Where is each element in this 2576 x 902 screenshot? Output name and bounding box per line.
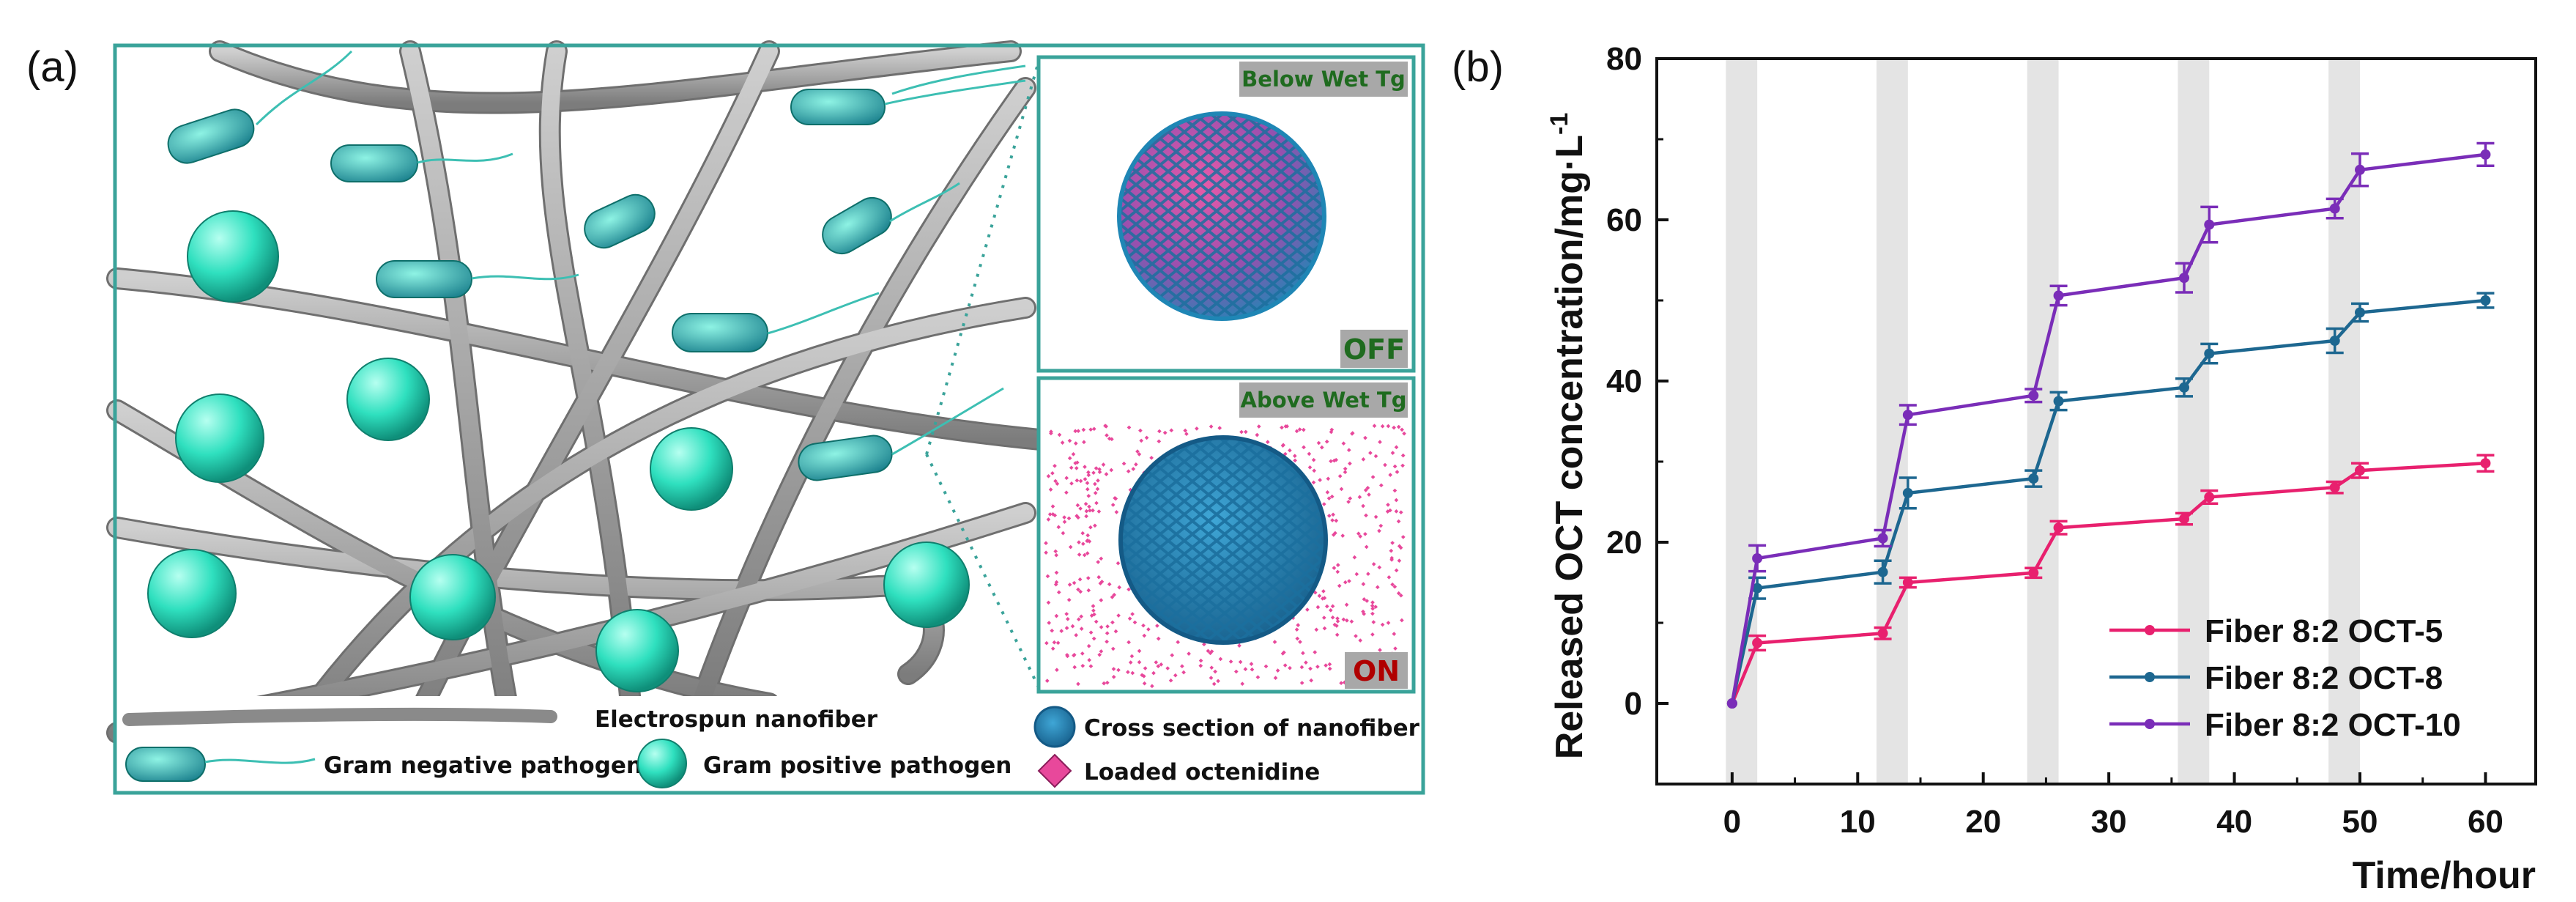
data-point [2480,295,2491,306]
data-point [1902,577,1913,588]
x-tick-label: 10 [1840,804,1876,840]
y-tick-label: 40 [1606,363,1642,399]
x-tick-label: 20 [1965,804,2001,840]
data-point [2204,492,2215,503]
data-point [2179,514,2189,525]
legend-entry-0: Fiber 8:2 OCT-5 [2109,613,2443,649]
chart-legend: Fiber 8:2 OCT-5 Fiber 8:2 OCT-8 Fiber 8:2 … [2109,613,2461,743]
data-point [2329,203,2340,214]
x-tick-label: 40 [2216,804,2252,840]
y-tick-label: 0 [1625,686,1642,722]
on-label: ON [1353,655,1400,687]
shaded-interval-0 [1726,59,1758,784]
above-wet-tg-label: Above Wet Tg [1241,388,1407,413]
x-tick-label: 30 [2091,804,2127,840]
chart-series [1726,141,2495,709]
off-label: OFF [1343,333,1405,366]
x-axis-label: Time/hour [2353,854,2536,897]
off-label-box [1340,330,1408,368]
legend-label: Fiber 8:2 OCT-10 [2205,707,2461,743]
gram-negative-rods [167,89,893,481]
below-label-box [1239,62,1408,97]
y-axis-label-superscript: -1 [1545,113,1573,135]
panel-a-letter: (a) [26,43,78,91]
data-point [1877,566,1888,577]
x-tick-label: 50 [2342,804,2378,840]
shaded-interval-1 [1877,59,1908,784]
legend-entry-1: Fiber 8:2 OCT-8 [2109,660,2443,696]
legend-label: Fiber 8:2 OCT-5 [2205,613,2443,649]
plot-frame [1655,57,2537,785]
data-point [2204,348,2215,359]
data-point [2355,307,2365,318]
legend-gram-negative-text: Gram negative pathogen [324,753,642,779]
data-point [2355,164,2365,175]
x-tick-label: 0 [1723,804,1741,840]
legend-marker [2145,625,2155,635]
legend-label: Fiber 8:2 OCT-8 [2205,660,2443,696]
data-point [2028,567,2039,578]
legend-gram-positive-text: Gram positive pathogen [703,753,1012,779]
legend-fiber-icon [122,707,557,726]
flagella [255,50,1026,456]
nanofiber-schematic: Below Wet Tg OFF Above Wet Tg ON Electro… [106,40,1425,795]
above-label-box [1239,382,1408,418]
y-tick-label: 60 [1606,202,1642,238]
data-point [2480,458,2491,469]
data-point [2179,382,2189,393]
legend-gram-negative-icon [125,747,206,782]
data-point [1752,553,1763,563]
data-point [1752,637,1763,648]
on-label-box [1345,652,1408,689]
chart-shaded-intervals [1726,59,2360,784]
data-point [2028,473,2039,484]
data-point [2329,482,2340,493]
data-point [2204,219,2215,230]
data-point [2179,273,2189,284]
legend-loaded-text: Loaded octenidine [1084,759,1320,785]
data-point [1877,628,1888,639]
legend-gram-positive-icon [637,739,687,788]
legend-entry-2: Fiber 8:2 OCT-10 [2109,707,2461,743]
legend-marker [2145,672,2155,682]
series-2 [1726,141,2495,709]
legend-nanofiber-text: Electrospun nanofiber [595,706,878,733]
chart-axes: 0 10 20 30 40 50 60 0 20 40 60 80 [1606,41,2537,840]
data-point [1726,698,1737,709]
below-wet-tg-label: Below Wet Tg [1241,67,1406,92]
data-point [2355,465,2365,476]
data-point [2053,396,2064,407]
legend-marker [2145,719,2155,729]
shaded-interval-3 [2178,59,2210,784]
data-point [2053,290,2064,301]
data-point [1877,533,1888,544]
data-point [2329,336,2340,346]
zoom-lines [925,61,1040,688]
x-tick-label: 60 [2468,804,2503,840]
y-axis-label: Released OCT concentration/mg·L-1 [1545,113,1591,760]
panel-b-letter: (b) [1452,43,1504,91]
data-point [2028,390,2039,401]
y-axis-label-main: Released OCT concentration/mg·L [1548,135,1591,759]
y-tick-label: 20 [1606,525,1642,561]
shaded-interval-2 [2027,59,2059,784]
data-point [2480,149,2491,160]
y-tick-label: 80 [1606,41,1642,77]
legend-cross-section-icon [1033,706,1076,748]
data-point [1752,583,1763,594]
legend-loaded-icon [1037,753,1072,788]
data-point [2053,522,2064,533]
data-point [1902,410,1913,421]
data-point [1902,487,1913,498]
legend-cross-section-text: Cross section of nanofiber [1084,715,1420,742]
gram-positive-spheres [147,210,970,692]
